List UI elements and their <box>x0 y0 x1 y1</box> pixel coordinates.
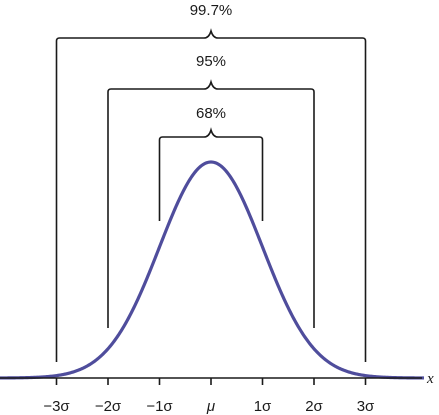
x-tick-label: 3σ <box>357 398 375 415</box>
x-axis-label: x <box>426 371 434 387</box>
interval-bracket <box>158 127 264 221</box>
interval-brackets: 68% 95% 99.7% <box>55 2 367 362</box>
x-tick-label: −2σ <box>95 398 122 415</box>
interval-percent-label: 68% <box>196 105 226 122</box>
x-tick-label: 1σ <box>254 398 272 415</box>
interval-percent-label: 99.7% <box>190 2 233 19</box>
x-tick-label: μ <box>206 398 215 415</box>
x-tick-label: −3σ <box>43 398 70 415</box>
x-tick-label: 2σ <box>305 398 323 415</box>
interval-bracket <box>55 28 367 362</box>
interval-percent-label: 95% <box>196 53 226 70</box>
interval-bracket <box>107 79 315 328</box>
x-tick-label: −1σ <box>146 398 173 415</box>
normal-curve <box>0 160 425 380</box>
x-axis-ticks: −3σ −2σ −1σ μ 1σ 2σ 3σ <box>43 378 375 415</box>
